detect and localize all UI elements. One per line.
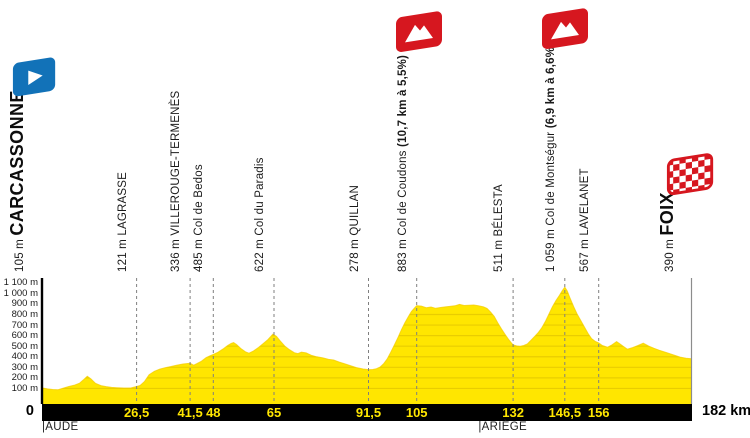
waypoint-label-carcassonne: 105 m CARCASSONNE	[6, 90, 28, 272]
climb-gradient: (10,7 km à 5,5%)	[396, 54, 409, 151]
finish-flag-icon	[665, 149, 717, 204]
total-distance-label: 182 km	[702, 403, 750, 419]
waypoint-label-col-de-coudons: 883 m Col de Coudons (10,7 km à 5,5%)	[396, 55, 410, 272]
y-axis-tick-label: 300 m	[11, 361, 38, 373]
waypoint-elevation: 336 m	[170, 235, 183, 272]
waypoint-label-col-de-monts-gur: 1 059 m Col de Montségur (6,9 km à 6,6%)	[544, 43, 558, 272]
waypoint-label-villerouge-termen-s: 336 m VILLEROUGE-TERMENÈS	[169, 91, 183, 272]
waypoint-name: Col de Bedos	[193, 164, 206, 236]
waypoint-elevation: 105 m	[14, 235, 26, 272]
waypoint-name: Col de Coudons	[396, 150, 409, 236]
waypoint-label-quillan: 278 m QUILLAN	[348, 185, 362, 272]
y-axis-tick-label: 500 m	[11, 340, 38, 352]
department-label: |AUDE	[42, 421, 79, 433]
distance-marker-label: 132	[502, 405, 524, 420]
mountain-flag-icon	[394, 9, 444, 60]
y-axis-tick-label: 900 m	[11, 298, 38, 310]
waypoint-elevation: 278 m	[348, 235, 361, 272]
distance-marker-label: 26,5	[123, 405, 150, 420]
distance-marker-label: 146,5	[548, 405, 582, 420]
y-axis-tick-label: 700 m	[11, 319, 38, 331]
waypoint-elevation: 121 m	[116, 235, 129, 272]
distance-marker-label: 48	[206, 405, 221, 420]
waypoint-name: CARCASSONNE	[7, 90, 27, 236]
waypoint-name: Col du Paradis	[254, 157, 266, 236]
y-axis-tick-label: 100 m	[11, 382, 38, 394]
waypoint-label-lavelanet: 567 m LAVELANET	[578, 168, 592, 272]
waypoint-label-col-de-bedos: 485 m Col de Bedos	[192, 164, 206, 272]
distance-marker-label: 156	[587, 405, 610, 420]
waypoint-name: LAVELANET	[578, 168, 591, 236]
waypoint-label-b-lesta: 511 m BÉLESTA	[492, 184, 506, 272]
distance-marker-label: 105	[405, 405, 428, 420]
depart-flag-icon	[11, 54, 59, 105]
waypoint-label-lagrasse: 121 m LAGRASSE	[116, 172, 130, 272]
waypoint-label-foix: 390 m FOIX	[656, 192, 678, 272]
start-km-label: 0	[25, 403, 34, 419]
y-axis-tick-label: 600 m	[11, 330, 38, 342]
y-axis-tick-label: 800 m	[11, 309, 38, 320]
department-label: |ARIÈGE	[478, 421, 527, 433]
distance-marker-label: 91,5	[355, 405, 382, 420]
waypoint-elevation: 622 m	[254, 235, 266, 272]
waypoint-name: BÉLESTA	[493, 184, 506, 237]
waypoint-elevation: 390 m	[663, 235, 676, 272]
distance-marker-label: 41,5	[177, 405, 203, 420]
y-axis-tick-label: 400 m	[11, 351, 38, 363]
waypoint-name: QUILLAN	[348, 185, 361, 236]
y-axis-tick-label: 1 100 m	[3, 277, 38, 289]
distance-bar	[42, 404, 692, 421]
waypoint-name: VILLEROUGE-TERMENÈS	[170, 90, 183, 236]
waypoint-elevation: 485 m	[193, 235, 206, 272]
waypoint-label-col-du-paradis: 622 m Col du Paradis	[253, 157, 267, 272]
y-axis-tick-label: 1 000 m	[3, 287, 38, 299]
distance-marker-label: 65	[266, 405, 282, 420]
mountain-flag-icon	[540, 6, 590, 57]
waypoint-elevation: 883 m	[396, 235, 409, 272]
waypoint-elevation: 1 059 m	[544, 225, 557, 272]
waypoint-name: Col de Montségur	[544, 131, 557, 226]
y-axis-tick-label: 200 m	[11, 372, 38, 384]
waypoint-name: LAGRASSE	[116, 172, 129, 236]
waypoint-elevation: 567 m	[578, 235, 591, 272]
waypoint-elevation: 511 m	[493, 236, 506, 272]
